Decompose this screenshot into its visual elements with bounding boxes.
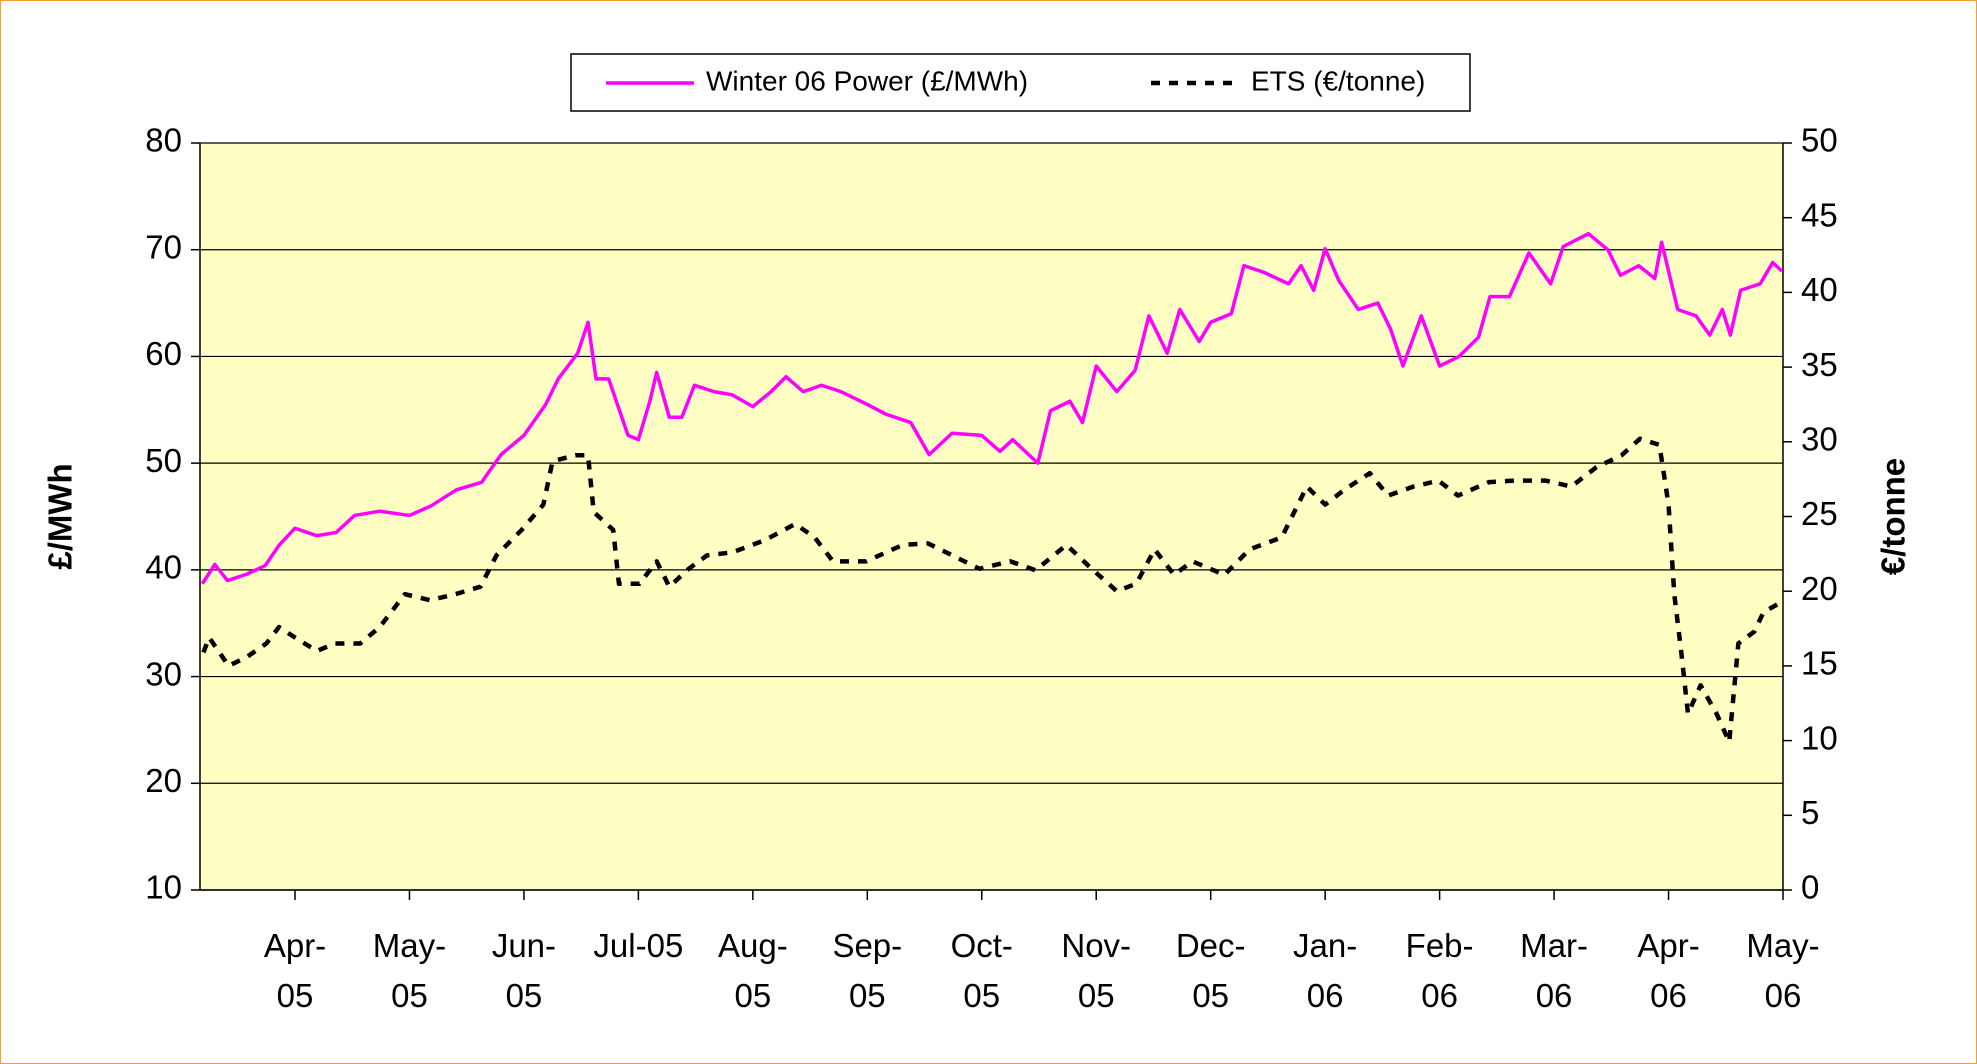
- y2-tick-label: 15: [1801, 645, 1838, 682]
- y-tick-label: 20: [145, 762, 182, 799]
- x-tick-label: May-06: [1746, 927, 1820, 1014]
- y-tick-label: 40: [145, 549, 182, 586]
- y-tick-label: 10: [145, 869, 182, 906]
- y2-tick-label: 0: [1801, 869, 1819, 906]
- legend-label: ETS (€/tonne): [1251, 65, 1425, 96]
- y-tick-label: 50: [145, 442, 182, 479]
- x-tick-label: Nov-05: [1061, 927, 1132, 1014]
- x-tick-label: May-05: [372, 927, 447, 1014]
- y2-tick-label: 30: [1801, 421, 1838, 458]
- x-tick-label: Oct-05: [950, 927, 1013, 1014]
- legend-box: [570, 53, 1471, 112]
- y2-tick-label: 45: [1801, 196, 1838, 233]
- y2-tick-label: 40: [1801, 271, 1838, 308]
- x-tick-label: Jun-05: [491, 927, 557, 1014]
- x-tick-label: Dec-05: [1175, 927, 1246, 1014]
- series-line: [201, 436, 1781, 745]
- y2-tick-label: 5: [1801, 794, 1819, 831]
- y2-tick-label: 20: [1801, 570, 1838, 607]
- x-tick-label: Feb-06: [1405, 927, 1474, 1014]
- x-tick-label: Apr-05: [263, 927, 327, 1014]
- x-tick-label: Jul-05: [593, 927, 684, 964]
- plot-area: [200, 143, 1783, 890]
- y2-tick-label: 10: [1801, 719, 1838, 756]
- y-tick-label: 70: [145, 228, 182, 265]
- y2-tick-label: 25: [1801, 495, 1838, 532]
- y2-axis-title: €/tonne: [1875, 458, 1912, 575]
- y2-tick-label: 50: [1801, 122, 1838, 159]
- x-tick-label: Sep-05: [832, 927, 903, 1014]
- x-tick-label: Apr-06: [1637, 927, 1700, 1014]
- y-tick-label: 60: [145, 335, 182, 372]
- x-tick-label: Aug-05: [717, 927, 788, 1014]
- y-tick-label: 30: [145, 655, 182, 692]
- y-axis-title: £/MWh: [42, 463, 79, 569]
- y2-tick-label: 35: [1801, 346, 1838, 383]
- x-tick-label: Mar-06: [1520, 927, 1588, 1014]
- y-tick-label: 80: [145, 122, 182, 159]
- legend-label: Winter 06 Power (£/MWh): [706, 65, 1028, 96]
- series-line: [200, 231, 1784, 585]
- x-tick-label: Jan-06: [1293, 927, 1358, 1014]
